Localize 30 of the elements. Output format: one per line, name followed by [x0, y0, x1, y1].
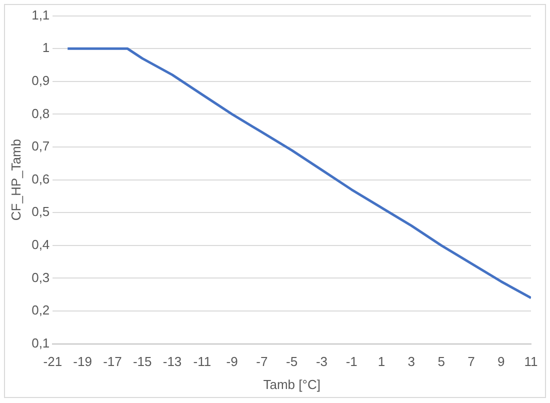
x-tick-label: 9	[497, 354, 505, 370]
y-tick-label: 0,3	[32, 270, 50, 285]
y-tick-label: 0,2	[32, 302, 50, 318]
x-tick-label: 5	[438, 354, 445, 370]
x-tick-label: 3	[408, 354, 416, 370]
y-axis-title: CF_HP_Tamb	[8, 138, 24, 221]
y-tick-label: 0,4	[32, 236, 50, 252]
x-axis-title: Tamb [°C]	[263, 376, 320, 392]
x-tick-label: -15	[132, 354, 152, 370]
x-tick-label: -3	[316, 354, 328, 370]
y-tick-label: 0,5	[32, 204, 50, 220]
y-tick-label: 0,7	[32, 138, 50, 154]
x-tick-label: 1	[378, 354, 386, 370]
y-tick-label: 1,1	[32, 7, 50, 22]
y-tick-label: 0,6	[32, 171, 50, 186]
x-tick-label: -21	[43, 354, 62, 370]
x-tick-label: -1	[346, 354, 358, 370]
x-tick-label: -11	[193, 354, 212, 370]
x-tick-label: -17	[103, 354, 122, 370]
x-tick-label: -13	[162, 354, 182, 370]
x-tick-label: -7	[256, 354, 268, 370]
x-tick-label: 7	[468, 354, 475, 370]
y-tick-label: 0,1	[32, 335, 50, 350]
x-tick-label: -5	[286, 354, 298, 370]
x-tick-label: -9	[226, 354, 238, 370]
x-tick-label: 11	[524, 354, 538, 370]
y-tick-label: 0,9	[32, 72, 50, 88]
y-tick-label: 0,8	[32, 106, 50, 121]
x-tick-label: -19	[73, 354, 92, 370]
y-tick-label: 1	[42, 40, 50, 56]
